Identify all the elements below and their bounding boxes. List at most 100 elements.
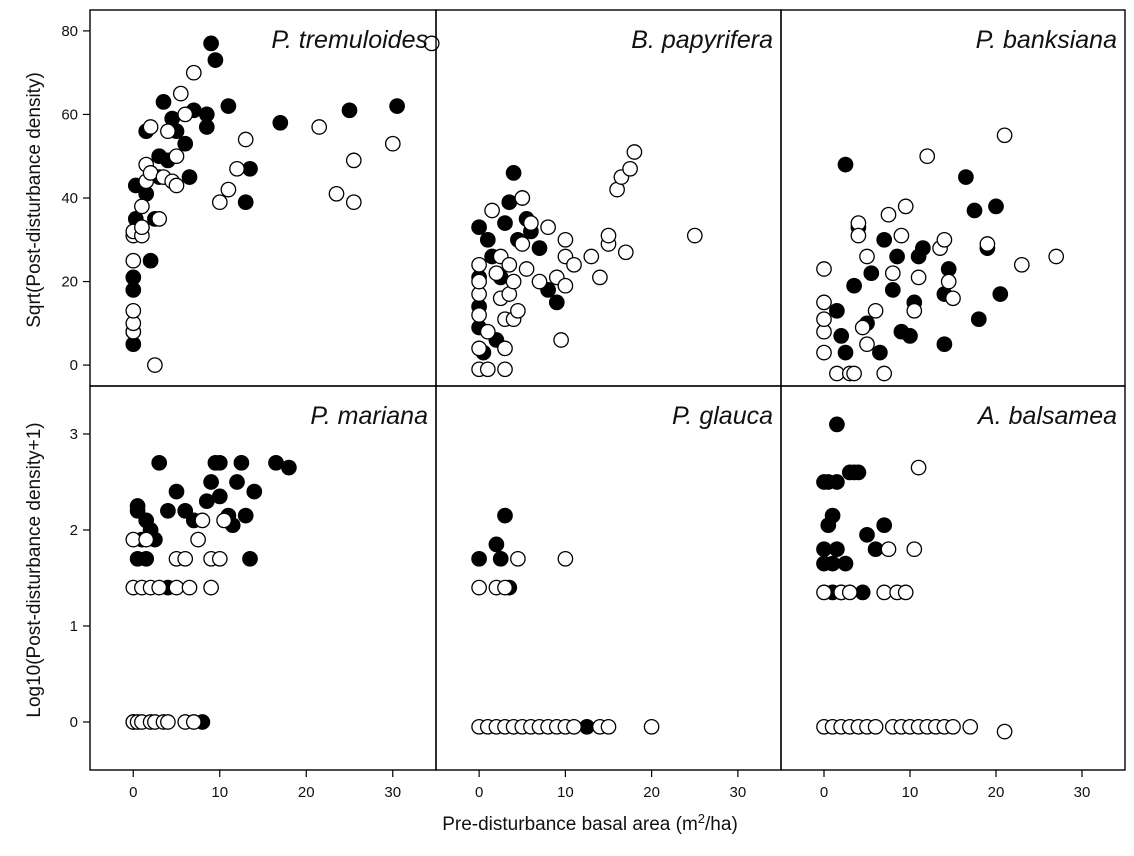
filled-point [837, 344, 854, 361]
open-point [816, 584, 832, 601]
open-point [540, 219, 556, 236]
open-point [553, 332, 569, 348]
filled-point [876, 231, 893, 248]
open-point [557, 231, 574, 248]
open-point [880, 541, 897, 558]
filled-point [902, 328, 918, 344]
filled-point [492, 550, 509, 567]
open-point [867, 302, 884, 319]
filled-point [876, 517, 893, 534]
open-point [876, 584, 893, 601]
open-point [185, 64, 202, 81]
open-point [897, 198, 914, 215]
open-point [583, 248, 600, 265]
y-tick-label: 60 [61, 106, 78, 123]
open-point [523, 215, 539, 231]
open-point [626, 144, 643, 160]
open-point [151, 579, 168, 596]
open-point [910, 269, 927, 286]
filled-point [497, 507, 513, 524]
filled-point [389, 98, 405, 114]
filled-point [242, 550, 258, 567]
filled-point [177, 135, 194, 152]
open-point [484, 202, 500, 219]
open-point [945, 290, 961, 307]
open-point [884, 265, 901, 282]
filled-point [198, 493, 215, 510]
filled-point [138, 550, 155, 567]
open-point [936, 231, 953, 248]
open-point [138, 531, 155, 548]
open-point [190, 531, 206, 548]
open-point [211, 194, 228, 211]
x-tick-label: 20 [643, 784, 660, 801]
open-point [1048, 248, 1065, 265]
open-point [134, 219, 150, 236]
filled-point [198, 106, 215, 123]
x-tick-label: 10 [211, 784, 228, 801]
x-tick-label: 0 [129, 784, 137, 801]
open-point [497, 361, 513, 378]
open-point [940, 273, 957, 290]
x-tick-label: 20 [988, 784, 1005, 801]
open-point [501, 256, 518, 273]
filled-point [471, 550, 487, 567]
y-tick-label: 2 [70, 522, 78, 539]
open-point [220, 181, 237, 198]
filled-point [863, 265, 880, 282]
filled-point [970, 311, 987, 328]
filled-point [833, 328, 850, 344]
open-point [497, 579, 513, 596]
open-point [1013, 256, 1030, 273]
open-point [557, 550, 574, 567]
open-point [125, 302, 142, 319]
panel-frame [89, 385, 437, 771]
y-axis-label-bottom: Log10(Post-disturbance density+1) [24, 422, 45, 717]
filled-point [837, 555, 854, 572]
filled-point [181, 169, 198, 185]
filled-point [958, 169, 974, 185]
filled-point [850, 464, 867, 481]
open-point [142, 119, 159, 135]
open-point [557, 277, 574, 294]
filled-point [160, 502, 176, 519]
open-point [384, 135, 401, 152]
open-point [147, 357, 163, 373]
open-point [423, 35, 440, 52]
open-point [471, 256, 487, 273]
filled-point [829, 541, 845, 558]
filled-point [281, 459, 297, 476]
x-axis-label: Pre-disturbance basal area (m2/ha) [442, 811, 738, 836]
open-point [311, 119, 328, 135]
open-point [216, 512, 232, 529]
x-tick-label: 30 [730, 784, 747, 801]
open-point [600, 227, 617, 244]
filled-point [488, 536, 505, 553]
filled-point [155, 94, 172, 110]
open-point [185, 714, 202, 730]
filled-point [125, 269, 142, 286]
filled-point [151, 454, 168, 471]
x-tick-label: 20 [298, 784, 315, 801]
filled-point [579, 718, 595, 735]
filled-point [992, 286, 1009, 302]
open-point [841, 584, 858, 601]
open-point [134, 198, 150, 215]
open-point [510, 550, 526, 567]
filled-point [966, 202, 983, 219]
filled-point [872, 344, 888, 361]
open-point [816, 261, 832, 277]
filled-point [837, 156, 854, 173]
open-point [510, 302, 526, 319]
open-point [996, 723, 1013, 740]
x-tick-label: 30 [1074, 784, 1091, 801]
open-point [345, 152, 362, 169]
x-tick-label: 0 [475, 784, 483, 801]
filled-point [867, 541, 884, 558]
open-point [850, 227, 867, 244]
y-tick-label: 20 [61, 274, 78, 291]
open-point [488, 265, 505, 282]
filled-point [829, 474, 845, 490]
